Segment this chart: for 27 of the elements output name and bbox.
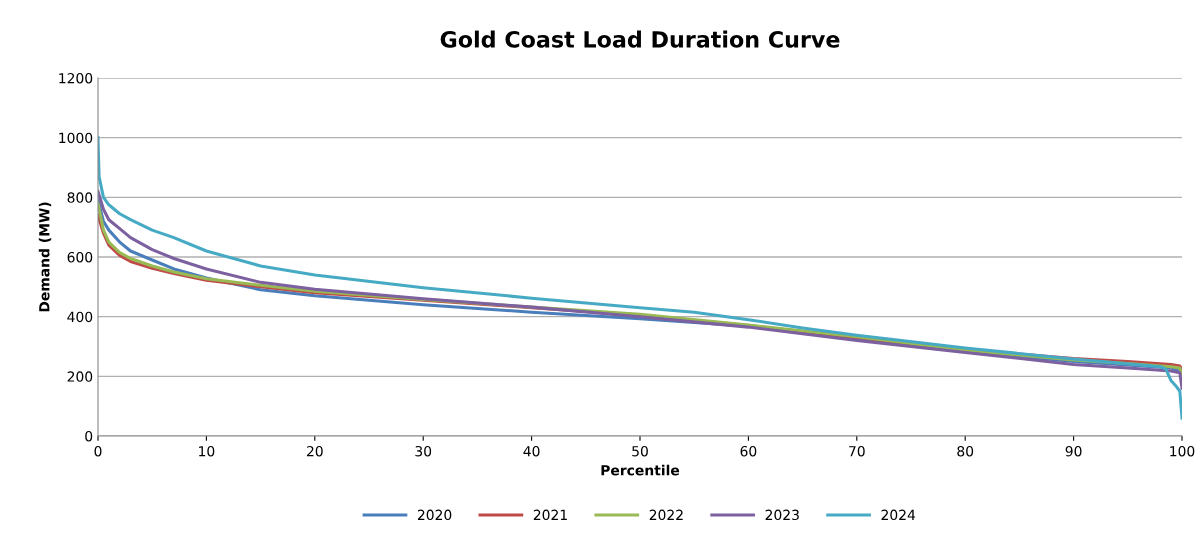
line-series [98,136,1182,420]
x-tick-label: 80 [957,445,974,457]
legend-label: 2024 [881,509,916,521]
y-axis-title: Demand (MW) [38,202,52,312]
legend-label: 2022 [649,509,683,521]
y-tick-label: 1000 [59,132,93,144]
y-tick-label: 800 [67,192,93,203]
x-tick-label: 70 [849,445,865,457]
x-tick-label: 50 [632,445,648,457]
x-tick-label: 20 [306,445,323,457]
x-tick-label: 10 [199,445,215,457]
y-tick-label: 0 [85,430,93,442]
x-tick-label: 40 [523,445,540,457]
legend-label: 2021 [533,509,567,521]
y-tick-label: 1200 [59,72,93,84]
legend-label: 2020 [417,509,452,521]
x-tick-label: 90 [1065,445,1082,457]
x-tick-label: 60 [740,445,757,457]
x-tick-label: 100 [1170,445,1195,457]
x-tick-label: 30 [415,445,432,457]
x-tick-label: 0 [94,445,102,457]
x-axis-title: Percentile [601,464,680,476]
y-tick-label: 600 [67,251,93,263]
chart-title: Gold Coast Load Duration Curve [440,30,840,48]
y-tick-label: 200 [67,371,93,382]
y-tick-label: 400 [67,311,93,323]
legend-label: 2023 [765,509,799,521]
